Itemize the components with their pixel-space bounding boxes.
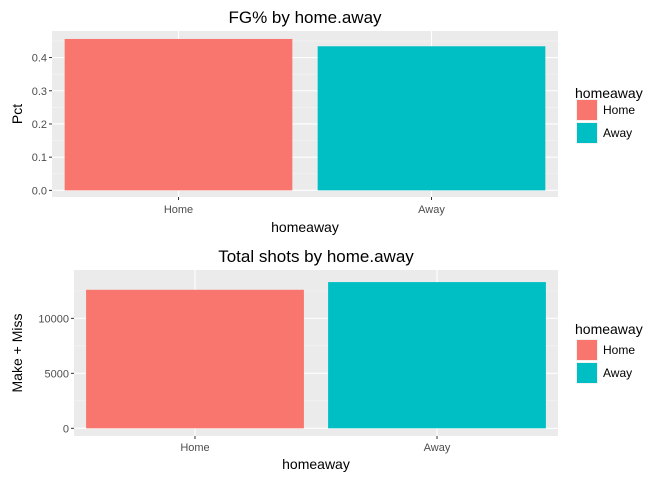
legend-title: homeaway: [575, 85, 643, 101]
x-tick-label: Home: [180, 442, 209, 454]
legend-label-away: Away: [603, 126, 632, 140]
x-tick-label: Away: [418, 204, 445, 216]
legend-key-home: [577, 100, 597, 120]
y-tick-label: 0.2: [32, 119, 47, 131]
legend-key-away: [577, 363, 597, 383]
y-tick-label: 10000: [38, 313, 69, 325]
bar-home: [64, 38, 293, 191]
chart-2: Total shots by home.away 0 5000 10000 Home Aw…: [9, 247, 643, 472]
chart-title: FG% by home.away: [228, 8, 382, 27]
legend: homeaway Home Away: [575, 321, 643, 384]
legend-label-home: Home: [603, 343, 635, 357]
y-tick-label: 0.0: [32, 185, 47, 197]
y-tick-label: 0: [63, 423, 69, 435]
legend-label-home: Home: [603, 103, 635, 117]
y-axis-title: Pct: [9, 104, 25, 124]
y-tick-label: 0.3: [32, 86, 47, 98]
legend-title: homeaway: [575, 321, 643, 337]
y-tick-label: 0.1: [32, 152, 47, 164]
bar-home: [86, 289, 304, 429]
y-axis-title: Make + Miss: [9, 314, 25, 393]
y-tick-label: 5000: [45, 368, 69, 380]
chart-title: Total shots by home.away: [218, 247, 414, 266]
bar-away: [328, 282, 546, 429]
legend-key-away: [577, 123, 597, 143]
y-tick-label: 0.4: [32, 53, 47, 65]
x-tick-label: Away: [424, 442, 451, 454]
legend-label-away: Away: [603, 366, 632, 380]
legend-key-home: [577, 340, 597, 360]
x-axis-title: homeaway: [282, 456, 350, 472]
x-axis-title: homeaway: [271, 219, 339, 235]
bar-away: [317, 46, 546, 191]
x-tick-label: Home: [164, 204, 193, 216]
legend: homeaway Home Away: [575, 85, 643, 144]
